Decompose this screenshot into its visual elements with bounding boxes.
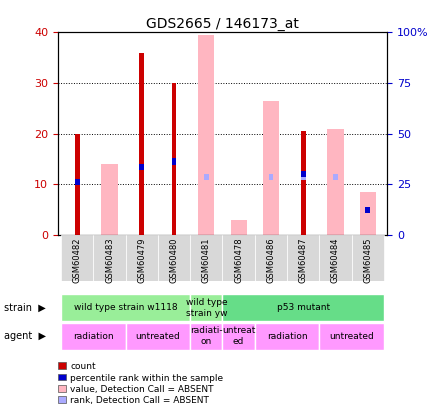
- Bar: [93, 235, 125, 281]
- Bar: [75, 179, 80, 185]
- Bar: [172, 83, 177, 235]
- Text: GSM60487: GSM60487: [299, 237, 307, 283]
- Text: wild type
strain yw: wild type strain yw: [186, 298, 227, 318]
- Bar: [139, 53, 144, 235]
- Bar: [101, 164, 117, 235]
- Text: agent  ▶: agent ▶: [4, 331, 46, 341]
- Text: GSM60485: GSM60485: [363, 237, 372, 283]
- Bar: [125, 235, 158, 281]
- Text: wild type strain w1118: wild type strain w1118: [74, 303, 178, 312]
- Bar: [61, 235, 93, 281]
- Text: GSM60479: GSM60479: [138, 237, 146, 283]
- Text: count: count: [70, 362, 96, 371]
- Bar: [301, 174, 306, 180]
- Text: rank, Detection Call = ABSENT: rank, Detection Call = ABSENT: [70, 396, 209, 405]
- Bar: [287, 235, 320, 281]
- Title: GDS2665 / 146173_at: GDS2665 / 146173_at: [146, 17, 299, 31]
- Bar: [61, 322, 125, 350]
- Bar: [204, 174, 209, 180]
- Bar: [172, 158, 177, 164]
- Bar: [222, 235, 255, 281]
- Text: percentile rank within the sample: percentile rank within the sample: [70, 373, 223, 383]
- Text: strain  ▶: strain ▶: [4, 303, 46, 313]
- Text: value, Detection Call = ABSENT: value, Detection Call = ABSENT: [70, 385, 214, 394]
- Text: GSM60481: GSM60481: [202, 237, 211, 283]
- Bar: [190, 322, 222, 350]
- Text: GSM60483: GSM60483: [105, 237, 114, 283]
- Bar: [255, 322, 320, 350]
- Bar: [61, 294, 190, 322]
- Bar: [333, 174, 338, 180]
- Bar: [139, 164, 144, 170]
- Bar: [268, 174, 273, 180]
- Text: radiation: radiation: [73, 332, 113, 341]
- Bar: [352, 235, 384, 281]
- Bar: [301, 131, 306, 235]
- Bar: [158, 235, 190, 281]
- Text: untreated: untreated: [329, 332, 374, 341]
- Text: GSM60484: GSM60484: [331, 237, 340, 283]
- Bar: [301, 171, 306, 177]
- Bar: [125, 322, 190, 350]
- Bar: [190, 235, 222, 281]
- Bar: [360, 192, 376, 235]
- Bar: [75, 134, 80, 235]
- Bar: [222, 294, 384, 322]
- Text: GSM60478: GSM60478: [234, 237, 243, 283]
- Bar: [320, 322, 384, 350]
- Bar: [222, 322, 255, 350]
- Bar: [328, 129, 344, 235]
- Text: untreated: untreated: [136, 332, 180, 341]
- Bar: [198, 35, 214, 235]
- Text: GSM60480: GSM60480: [170, 237, 178, 283]
- Text: radiation: radiation: [267, 332, 307, 341]
- Text: GSM60482: GSM60482: [73, 237, 82, 283]
- Text: GSM60486: GSM60486: [267, 237, 275, 283]
- Text: untreat
ed: untreat ed: [222, 326, 255, 346]
- Text: radiati-
on: radiati- on: [190, 326, 222, 346]
- Text: p53 mutant: p53 mutant: [277, 303, 330, 312]
- Bar: [231, 220, 247, 235]
- Bar: [190, 294, 222, 322]
- Bar: [320, 235, 352, 281]
- Bar: [255, 235, 287, 281]
- Bar: [263, 101, 279, 235]
- Bar: [365, 207, 370, 213]
